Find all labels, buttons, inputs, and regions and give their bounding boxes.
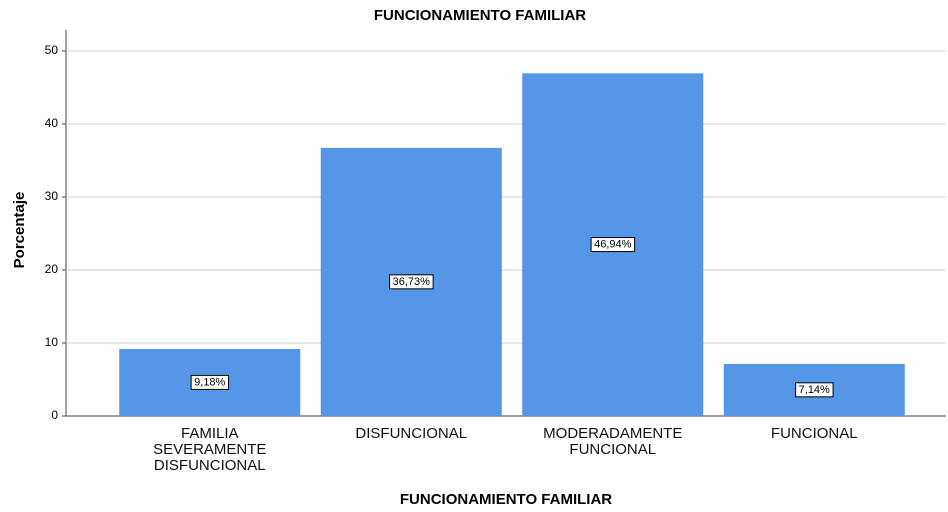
x-tick-label: MODERADAMENTE FUNCIONAL bbox=[543, 425, 683, 458]
y-tick-label: 0 bbox=[51, 408, 58, 422]
data-label-box bbox=[590, 237, 636, 253]
data-label: 36,73% bbox=[393, 276, 431, 288]
data-label-box bbox=[389, 274, 434, 290]
y-axis-label: Porcentaje bbox=[11, 192, 28, 269]
data-label: 9,18% bbox=[194, 376, 225, 388]
data-label-box bbox=[795, 382, 834, 398]
y-tick-label: 20 bbox=[45, 262, 59, 276]
chart-title: FUNCIONAMIENTO FAMILIAR bbox=[374, 7, 586, 24]
data-label: 7,14% bbox=[799, 384, 830, 396]
y-tick-label: 10 bbox=[45, 335, 59, 349]
x-tick-label: DISFUNCIONAL bbox=[355, 425, 468, 442]
y-tick-label: 50 bbox=[45, 43, 59, 57]
y-tick-label: 30 bbox=[45, 189, 59, 203]
x-tick-label: FAMILIA SEVERAMENTE DISFUNCIONAL bbox=[153, 425, 267, 474]
x-axis-label: FUNCIONAMIENTO FAMILIAR bbox=[400, 491, 612, 508]
x-tick-label: FUNCIONAL bbox=[770, 425, 858, 442]
y-tick-label: 40 bbox=[45, 116, 59, 130]
data-label: 46,94% bbox=[594, 239, 632, 251]
data-label-box bbox=[190, 374, 230, 390]
